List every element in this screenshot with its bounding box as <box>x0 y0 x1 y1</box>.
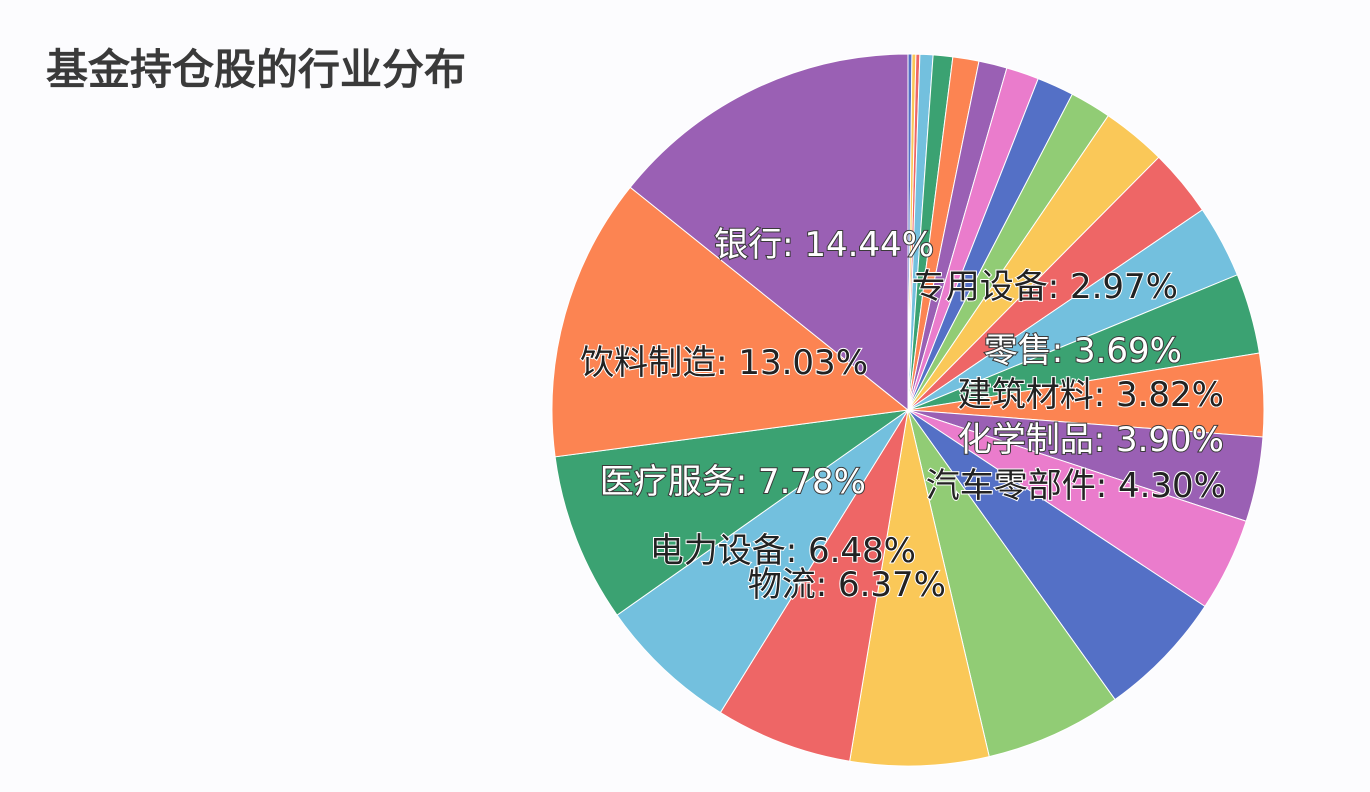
data-label: 饮料制造: 13.03% <box>580 343 868 383</box>
data-label: 汽车零部件: 4.30% <box>926 466 1226 506</box>
pie-slices <box>551 53 1265 767</box>
pie-slice-电力设备 <box>616 409 909 714</box>
pie-slice-饮料制造 <box>551 186 910 458</box>
pie-slice-17 <box>907 409 1206 701</box>
pie-slice-银行 <box>629 53 909 412</box>
pie-slice-医疗服务 <box>554 409 909 616</box>
data-label: 化学制品: 3.90% <box>958 420 1224 460</box>
data-label: 医疗服务: 7.78% <box>600 462 866 502</box>
data-label: 建筑材料: 3.82% <box>958 375 1224 415</box>
pie-slice-20 <box>719 409 909 762</box>
pie-slice-18 <box>907 409 1116 758</box>
data-label: 零售: 3.69% <box>984 331 1182 371</box>
data-label: 银行: 14.44% <box>714 225 934 265</box>
pie-labels: 银行: 14.44%专用设备: 2.97% 饮料制造: 13.03% 零售: 3.6… <box>579 224 1227 606</box>
chart-title: 基金持仓股的行业分布 <box>46 45 467 94</box>
data-label: 专用设备: 2.97% <box>912 267 1178 307</box>
pie-slice-物流 <box>849 409 990 767</box>
data-label: 电力设备: 6.48% <box>650 531 916 571</box>
data-label: 物流: 6.37% <box>748 565 946 605</box>
